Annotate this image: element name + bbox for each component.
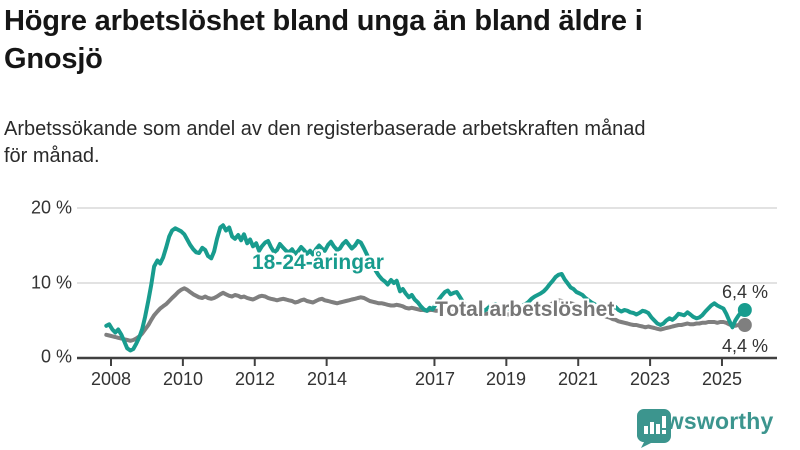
y-tick-label-10: 10 % bbox=[30, 272, 72, 293]
x-tick-label-2019: 2019 bbox=[485, 369, 527, 389]
mini-bar-chart-glyph bbox=[644, 416, 666, 434]
series-youth-end-dot bbox=[737, 303, 752, 317]
x-tick-label-2023: 2023 bbox=[629, 369, 671, 389]
title-line-2: Gnosjö bbox=[4, 43, 103, 75]
end-value-total: 4,4 % bbox=[721, 336, 768, 356]
end-value-youth: 6,4 % bbox=[721, 282, 768, 302]
newsworthy-logo-icon bbox=[637, 409, 671, 448]
x-tick-label-2014: 2014 bbox=[306, 369, 348, 389]
x-tick-label-2025: 2025 bbox=[701, 369, 743, 389]
x-tick-label-2012: 2012 bbox=[234, 369, 276, 389]
x-tick-label-2010: 2010 bbox=[162, 369, 204, 389]
series-label-youth: 18-24-åringar bbox=[252, 251, 384, 274]
x-tick-label-2021: 2021 bbox=[557, 369, 599, 389]
title-line-1: Högre arbetslöshet bland unga än bland ä… bbox=[4, 5, 643, 37]
subtitle-line-1: Arbetssökande som andel av den registerb… bbox=[4, 118, 646, 140]
subtitle-line-2: för månad. bbox=[4, 145, 100, 167]
x-tick-label-2008: 2008 bbox=[90, 369, 132, 389]
x-axis-ticks bbox=[110, 358, 723, 366]
y-tick-label-20: 20 % bbox=[30, 197, 72, 218]
newsworthy-logo[interactable]: Newsworthy bbox=[636, 408, 773, 448]
x-tick-label-2017: 2017 bbox=[414, 369, 456, 389]
series-youth-line bbox=[104, 223, 745, 353]
page-title: Högre arbetslöshet bland unga än bland ä… bbox=[4, 2, 643, 78]
series-label-total: Total arbetslöshet bbox=[435, 298, 615, 321]
chart-subtitle: Arbetssökande som andel av den registerb… bbox=[4, 116, 646, 170]
y-tick-label-0: 0 % bbox=[40, 346, 72, 367]
series-total-end-dot bbox=[737, 318, 752, 332]
